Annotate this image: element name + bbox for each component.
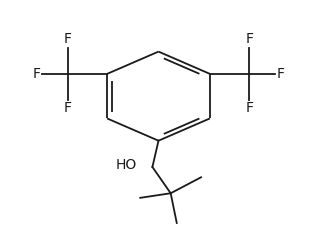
Text: HO: HO [116, 158, 137, 172]
Text: F: F [63, 32, 72, 46]
Text: F: F [245, 101, 254, 115]
Text: F: F [277, 67, 285, 81]
Text: F: F [63, 101, 72, 115]
Text: F: F [32, 67, 40, 81]
Text: F: F [245, 32, 254, 46]
